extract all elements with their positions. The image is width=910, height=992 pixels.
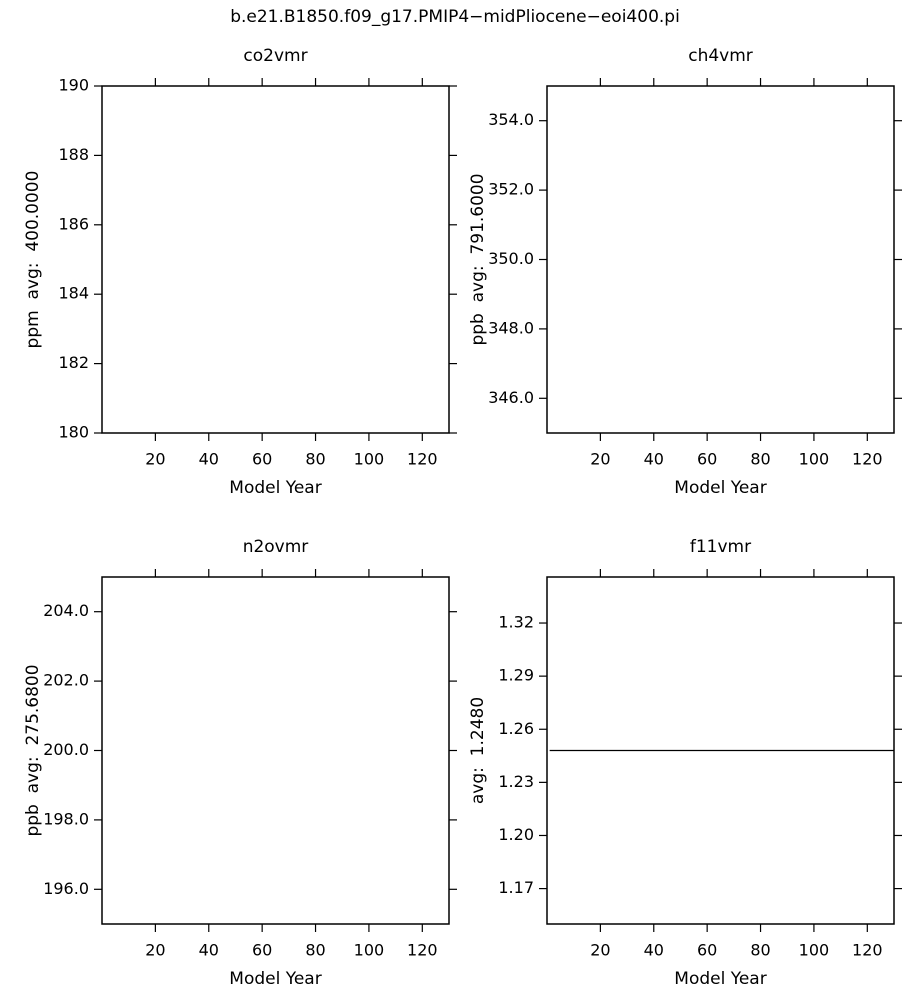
y-tick-label: 180 xyxy=(58,423,89,442)
panel-title: f11vmr xyxy=(690,537,751,557)
y-tick-label: 186 xyxy=(58,214,89,233)
x-axis-label: Model Year xyxy=(229,478,321,498)
x-tick-label: 40 xyxy=(644,941,664,960)
y-tick-label: 1.23 xyxy=(498,772,534,791)
x-axis-label: Model Year xyxy=(229,969,321,989)
x-tick-label: 120 xyxy=(852,450,883,469)
plot-frame xyxy=(101,576,450,925)
x-tick-label: 80 xyxy=(305,941,325,960)
y-tick-label: 184 xyxy=(58,284,89,303)
y-tick-label: 182 xyxy=(58,353,89,372)
x-tick-label: 60 xyxy=(252,450,272,469)
panel-title: co2vmr xyxy=(243,46,307,66)
y-tick-label: 354.0 xyxy=(488,110,534,129)
x-tick-label: 60 xyxy=(697,941,717,960)
x-tick-label: 40 xyxy=(644,450,664,469)
y-tick-label: 1.26 xyxy=(498,719,534,738)
x-tick-label: 20 xyxy=(590,941,610,960)
plot-frame xyxy=(101,85,450,434)
panel-title: ch4vmr xyxy=(688,46,753,66)
y-tick-label: 188 xyxy=(58,145,89,164)
y-tick-label: 200.0 xyxy=(43,740,89,759)
y-tick-label: 1.17 xyxy=(498,878,534,897)
y-tick-label: 196.0 xyxy=(43,879,89,898)
y-tick-label: 346.0 xyxy=(488,388,534,407)
x-axis-label: Model Year xyxy=(674,969,766,989)
y-axis-label: ppm avg: 400.0000 xyxy=(23,171,43,349)
y-tick-label: 348.0 xyxy=(488,318,534,337)
y-axis-label: avg: 1.2480 xyxy=(468,697,488,804)
x-tick-label: 20 xyxy=(145,450,165,469)
y-tick-label: 352.0 xyxy=(488,180,534,199)
y-tick-label: 1.20 xyxy=(498,825,534,844)
x-tick-label: 20 xyxy=(590,450,610,469)
y-tick-label: 198.0 xyxy=(43,809,89,828)
x-tick-label: 20 xyxy=(145,941,165,960)
x-tick-label: 60 xyxy=(697,450,717,469)
x-tick-label: 80 xyxy=(750,450,770,469)
x-tick-label: 120 xyxy=(852,941,883,960)
y-axis-label: ppb avg: 791.6000 xyxy=(468,173,488,345)
x-tick-label: 40 xyxy=(199,941,219,960)
x-tick-label: 60 xyxy=(252,941,272,960)
x-axis-label: Model Year xyxy=(674,478,766,498)
y-tick-label: 1.29 xyxy=(498,666,534,685)
x-tick-label: 80 xyxy=(305,450,325,469)
plot-frame xyxy=(546,576,895,925)
x-tick-label: 100 xyxy=(799,941,830,960)
x-tick-label: 80 xyxy=(750,941,770,960)
x-tick-label: 100 xyxy=(799,450,830,469)
x-tick-label: 120 xyxy=(407,941,438,960)
figure-title: b.e21.B1850.f09_g17.PMIP4−midPliocene−eo… xyxy=(230,7,680,27)
y-tick-label: 350.0 xyxy=(488,249,534,268)
y-tick-label: 202.0 xyxy=(43,671,89,690)
x-tick-label: 100 xyxy=(354,450,385,469)
panel-title: n2ovmr xyxy=(243,537,309,557)
x-tick-label: 40 xyxy=(199,450,219,469)
x-tick-label: 100 xyxy=(354,941,385,960)
y-tick-label: 1.32 xyxy=(498,613,534,632)
y-axis-label: ppb avg: 275.6800 xyxy=(23,664,43,836)
plot-frame xyxy=(546,85,895,434)
x-tick-label: 120 xyxy=(407,450,438,469)
y-tick-label: 190 xyxy=(58,76,89,95)
y-tick-label: 204.0 xyxy=(43,601,89,620)
